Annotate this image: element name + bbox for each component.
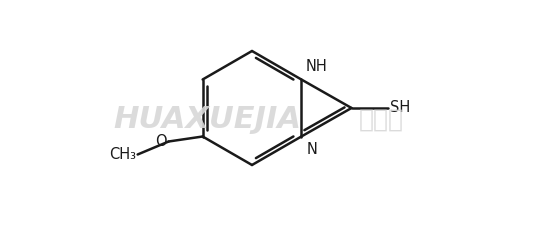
Text: SH: SH [390, 101, 410, 115]
Text: NH: NH [305, 59, 327, 74]
Text: 化学加: 化学加 [358, 108, 403, 132]
Text: N: N [306, 142, 317, 157]
Text: O: O [155, 134, 167, 149]
Text: CH₃: CH₃ [109, 147, 136, 162]
Text: HUAXUEJIA: HUAXUEJIA [113, 106, 301, 134]
